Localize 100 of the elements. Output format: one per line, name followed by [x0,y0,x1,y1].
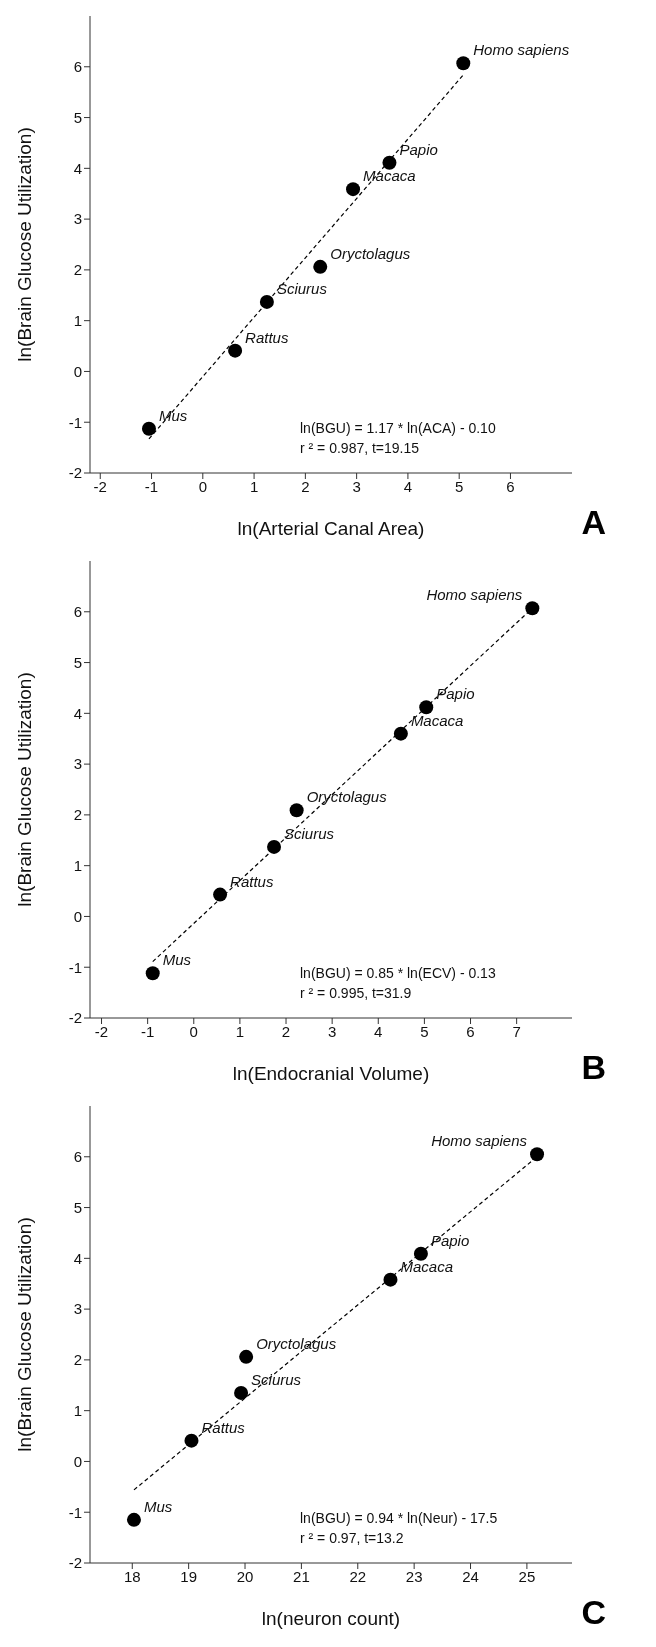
x-tick-label: 2 [301,477,310,495]
annotation: Homo sapiens [431,1132,528,1150]
point [213,887,228,902]
point [184,1433,199,1448]
y-tick-label: 2 [73,806,82,824]
point [289,803,304,818]
point [525,601,540,616]
point [267,839,282,854]
annotation: ln(BGU) = 0.85 * ln(ECV) - 0.13 [300,964,496,983]
y-tick-label: 3 [73,1300,82,1318]
y-tick-label: 0 [73,907,82,925]
annotation: Papio [436,685,475,703]
x-tick-label: -2 [93,477,107,495]
x-tick-label: 4 [403,477,413,495]
annotation: Mus [162,951,192,969]
x-tick-label: 18 [123,1567,141,1585]
y-tick-label: 0 [73,362,82,380]
annotation: Sciurus [276,279,328,297]
x-tick-label: 24 [462,1567,479,1585]
x-tick-label: 0 [189,1022,198,1040]
y-tick-label: 6 [73,58,82,76]
y-tick-label: 3 [73,755,82,773]
annotation: Macaca [363,167,416,185]
y-tick-label: -1 [68,413,82,431]
y-tick-label: 4 [73,159,82,177]
point [126,1512,141,1527]
x-tick-label: 5 [455,477,464,495]
y-tick-label: 2 [73,261,82,279]
point [141,421,156,436]
annotation: ln(BGU) = 1.17 * ln(ACA) - 0.10 [300,419,496,438]
annotation: Macaca [410,711,464,729]
y-axis-title: ln(Brain Glucose Utilization) [13,672,35,907]
point [456,56,471,71]
point [419,700,434,715]
annotation: r ² = 0.97, t=13.2 [300,1529,405,1548]
point [145,966,160,981]
x-tick-label: 22 [349,1567,367,1585]
x-tick-label: 23 [405,1567,423,1585]
x-axis-title: ln(Arterial Canal Area) [237,518,425,539]
x-tick-label: 2 [281,1022,291,1040]
x-tick-label: 5 [420,1022,429,1040]
annotation: Papio [399,140,438,158]
annotation: ln(BGU) = 0.94 * ln(Neur) - 17.5 [300,1509,498,1528]
point [393,726,408,741]
x-tick-label: 1 [249,477,259,495]
annotation: r ² = 0.987, t=19.15 [300,439,421,458]
x-tick-label: 6 [506,477,515,495]
x-tick-label: 7 [512,1022,521,1040]
point [382,155,397,170]
annotation: Oryctolagus [306,788,388,806]
x-tick-label: 25 [518,1567,536,1585]
x-tick-label: -2 [94,1022,109,1040]
text: A [581,503,606,542]
annotation: Sciurus [284,824,335,842]
y-tick-label: 1 [73,856,82,874]
y-tick-label: 1 [73,311,82,329]
x-tick-label: -1 [140,1022,155,1040]
annotation: Oryctolagus [256,1334,337,1352]
y-tick-label: 4 [73,704,82,722]
x-tick-label: 21 [293,1567,310,1585]
y-tick-label: 4 [73,1249,82,1267]
annotation: Rattus [230,872,274,890]
text: B [581,1048,606,1087]
annotation: Papio [430,1231,470,1249]
y-tick-label: 6 [73,603,82,621]
annotation: Homo sapiens [426,586,523,604]
point [383,1272,398,1287]
point [413,1246,428,1261]
point [530,1147,545,1162]
point [239,1349,254,1364]
annotation: Rattus [201,1418,246,1436]
x-tick-label: 4 [374,1022,383,1040]
y-axis-title: ln(Brain Glucose Utilization) [13,127,35,362]
y-tick-label: 0 [73,1452,82,1470]
y-tick-label: 2 [73,1351,82,1369]
y-tick-label: -2 [68,464,82,482]
x-tick-label: 0 [198,477,207,495]
y-tick-label: 5 [73,653,82,671]
y-tick-label: 5 [73,108,82,126]
point [313,259,328,274]
annotation: Mus [158,406,188,424]
y-tick-label: 3 [73,210,82,228]
x-tick-label: 3 [327,1022,337,1040]
point [234,1385,249,1400]
point [228,343,243,358]
annotation: Homo sapiens [473,41,570,59]
x-axis-title: ln(Endocranial Volume) [232,1063,430,1084]
annotation: Macaca [400,1257,454,1275]
x-tick-label: -1 [144,477,159,495]
x-tick-label: 20 [236,1567,254,1585]
y-tick-label: -1 [68,1503,82,1521]
annotation: r ² = 0.995, t=31.9 [300,984,413,1003]
x-tick-label: 1 [235,1022,245,1040]
annotation: Oryctolagus [330,244,411,262]
point [346,182,361,197]
y-tick-label: -2 [68,1009,82,1027]
annotation: Sciurus [251,1370,302,1388]
x-tick-label: 19 [180,1567,197,1585]
y-tick-label: -1 [68,958,82,976]
x-tick-label: 6 [466,1022,475,1040]
